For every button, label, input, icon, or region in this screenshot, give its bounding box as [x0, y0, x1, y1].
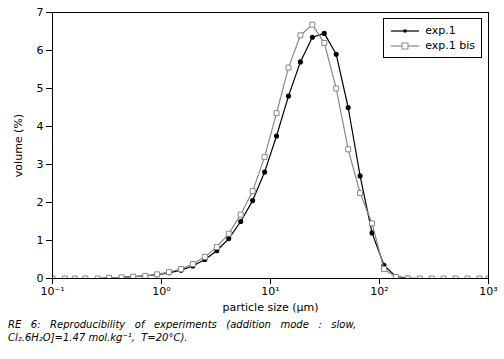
svg-text:10²: 10² [370, 285, 388, 298]
svg-text:volume (%): volume (%) [12, 114, 25, 177]
svg-text:particle size (μm): particle size (μm) [222, 301, 318, 314]
svg-text:3: 3 [37, 158, 44, 171]
svg-text:6: 6 [37, 44, 44, 57]
svg-text:2: 2 [37, 196, 44, 209]
svg-text:10¹: 10¹ [261, 285, 279, 298]
svg-text:1: 1 [37, 234, 44, 247]
svg-text:5: 5 [37, 82, 44, 95]
html-text:exp.1: exp.1 [425, 24, 456, 37]
html-text:Cl₂.6H₂O]=1.47 mol.kg⁻¹, T=20°: Cl₂.6H₂O]=1.47 mol.kg⁻¹, T=20°C). [8, 332, 188, 343]
svg-text:0: 0 [37, 272, 44, 285]
svg-text:4: 4 [37, 120, 44, 133]
svg-text:10³: 10³ [479, 285, 497, 298]
svg-text:7: 7 [37, 6, 44, 19]
svg-text:10⁰: 10⁰ [152, 285, 171, 298]
html-text:RE 6: Reproducibility of exper: RE 6: Reproducibility of experiments (ad… [8, 319, 357, 330]
svg-text:10⁻¹: 10⁻¹ [40, 285, 64, 298]
html-text:exp.1 bis: exp.1 bis [425, 39, 475, 52]
